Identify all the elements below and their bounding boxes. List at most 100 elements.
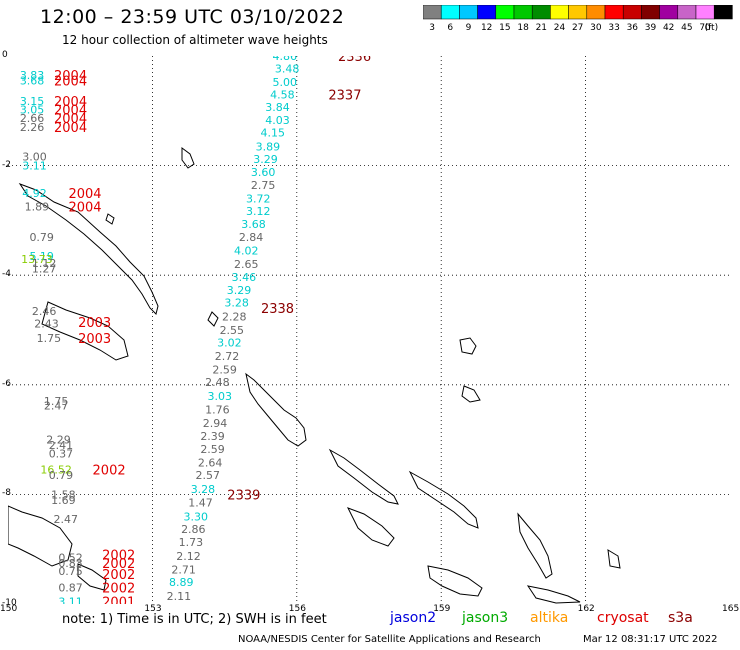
longitude-tick: 153 [144, 604, 162, 614]
coastline-guadalcanal [427, 565, 483, 597]
wave-height-value: 2.66 [20, 112, 45, 125]
legend-swatch [495, 5, 515, 20]
wave-height-value: 2.59 [200, 443, 225, 456]
legend-label: 6 [447, 23, 454, 33]
legend-swatch [641, 5, 660, 20]
legend-label: 42 [662, 23, 675, 33]
wave-height-value: 2.64 [198, 457, 223, 470]
wave-height-value: 8.89 [169, 576, 194, 589]
track-time-label: 2336 [338, 56, 371, 65]
wave-height-value: 3.11 [58, 595, 83, 604]
wave-height-value: 2.75 [251, 179, 276, 192]
latitude-tick: -6 [2, 378, 11, 389]
track-time-label: 2004 [54, 95, 87, 110]
wave-height-value: 13.73 [21, 253, 53, 266]
wave-height-value: 4.03 [265, 114, 290, 127]
wave-height-value: 2.86 [181, 523, 206, 536]
legend-swatch [477, 5, 497, 20]
wave-height-value: 2.57 [196, 469, 221, 482]
wave-height-value: 0.75 [58, 565, 83, 578]
coastline-island-162 [607, 549, 621, 569]
wave-height-value: 3.05 [20, 104, 45, 117]
wave-height-value: 0.79 [29, 231, 54, 244]
wave-height-value: 0.37 [49, 447, 74, 460]
latitude-tick: -8 [2, 488, 11, 499]
wave-height-value: 2.72 [215, 350, 240, 363]
wave-height-value: 2.47 [54, 513, 79, 526]
coastline-papua [7, 505, 73, 567]
legend-label: 3 [429, 23, 435, 33]
coastlines [7, 147, 621, 604]
coastline-island-152 [105, 213, 115, 225]
color-scale-legend: 3 6 9 12 15 18 21 24 27 30 33 36 39 42 45 70 (ft) [423, 5, 733, 33]
wave-height-value: 1.69 [51, 494, 76, 507]
wave-height-value: 2.94 [203, 417, 228, 430]
legend-swatch [459, 5, 478, 20]
legend-label: 39 [644, 23, 657, 33]
longitude-tick: 156 [288, 604, 306, 614]
wave-height-value: 0.79 [49, 469, 74, 482]
legend-label: 33 [608, 23, 620, 33]
wave-height-value: 1.89 [25, 201, 50, 214]
wave-height-value: 2.48 [205, 376, 230, 389]
track-time-label: 2004 [54, 121, 87, 136]
wave-height-value: 3.11 [22, 160, 47, 173]
wave-height-value: 3.12 [246, 205, 271, 218]
wave-height-value: 4.92 [22, 187, 47, 200]
wave-height-value: 4.58 [270, 88, 295, 101]
legend-swatch [659, 5, 679, 20]
satellite-altika: altika [530, 610, 569, 626]
legend-label: (ft) [704, 23, 719, 33]
wave-height-value: 2.59 [212, 363, 237, 376]
wave-height-value: 2.46 [32, 305, 57, 318]
wave-height-value: 2.71 [171, 563, 196, 576]
wave-height-value: 2.39 [200, 430, 225, 443]
map-grid [8, 56, 730, 604]
legend-swatch [423, 5, 442, 20]
wave-height-value: 4.02 [234, 245, 259, 258]
wave-height-value: 3.48 [275, 63, 300, 76]
legend-label: 18 [517, 23, 529, 33]
wave-height-value: 3.29 [253, 153, 278, 166]
wave-height-value: 1.27 [32, 263, 57, 276]
wave-height-value: 3.68 [241, 218, 266, 231]
wave-height-value: 3.15 [20, 95, 45, 108]
legend-swatch [531, 5, 551, 20]
wave-height-value: 3.84 [265, 101, 290, 114]
color-scale-labels: 3 6 9 12 15 18 21 24 27 30 33 36 39 42 45 70 (ft) [423, 23, 733, 37]
track-time-label: 2002 [102, 549, 135, 564]
wave-height-value: 2.28 [222, 310, 247, 323]
coastline-island-160 [459, 337, 477, 355]
longitude-tick: 162 [577, 604, 595, 614]
legend-label: 30 [590, 23, 602, 33]
wave-height-value: 1.75 [44, 395, 69, 408]
wave-height-value: 3.28 [224, 297, 249, 310]
track-time-label: 2004 [54, 104, 87, 119]
coastline-new-britain-east [41, 301, 129, 361]
wave-height-value: 0.87 [58, 582, 83, 595]
wave-height-value: 3.83 [20, 69, 45, 82]
coastline-new-georgia [346, 507, 395, 547]
wave-height-value: 2.29 [46, 434, 71, 447]
legend-label: 70 [699, 23, 711, 33]
track-time-label: 2002 [102, 568, 135, 583]
latitude-tick: -4 [2, 269, 11, 280]
longitude-tick: 165 [722, 604, 740, 614]
wave-height-value: 2.84 [239, 231, 264, 244]
coastline-ireland-small [181, 147, 195, 169]
wave-height-value: 1.73 [179, 536, 204, 549]
coastline-bougainville [245, 372, 307, 447]
legend-swatch [568, 5, 588, 20]
wave-height-value: 3.68 [20, 75, 45, 88]
wave-height-value: 3.29 [227, 284, 252, 297]
wave-height-value: 2.55 [220, 324, 245, 337]
longitude-tick: 150 [0, 604, 18, 614]
wave-height-value: 3.30 [183, 510, 208, 523]
legend-swatch [677, 5, 697, 20]
track-time-label: 2004 [54, 112, 87, 127]
coastline-makira [526, 585, 581, 604]
credits: NOAA/NESDIS Center for Satellite Applica… [238, 634, 541, 645]
wave-height-value: 3.00 [22, 150, 47, 163]
wave-height-value: 4.15 [260, 127, 285, 140]
track-time-label: 2338 [261, 302, 294, 317]
